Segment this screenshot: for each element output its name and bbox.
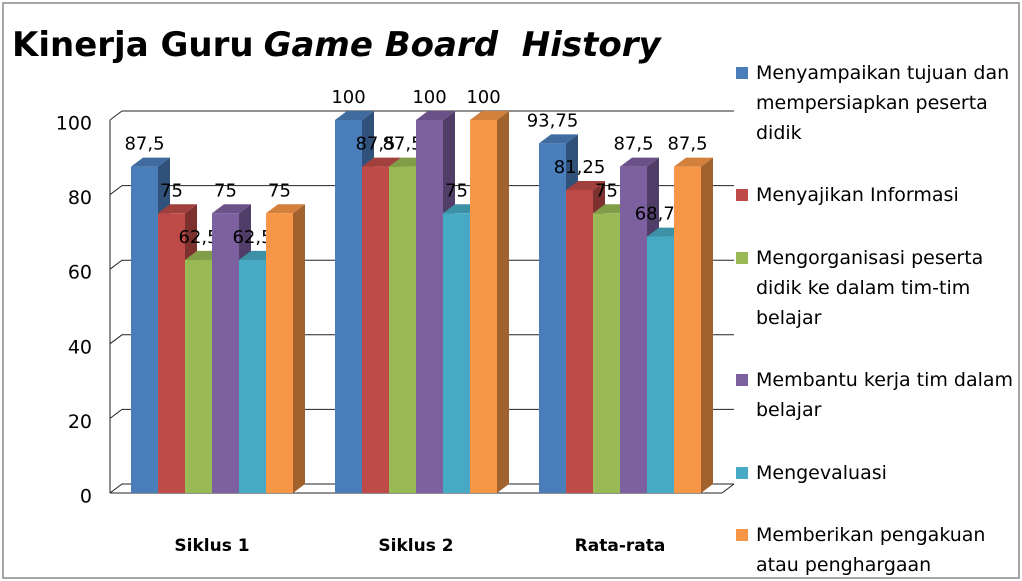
value-label: 100 (331, 87, 365, 108)
legend-swatch (736, 67, 748, 79)
legend-item: Memberikan pengakuan atau penghargaan (736, 520, 1018, 580)
value-label: 87,5 (382, 134, 422, 155)
value-label: 75 (268, 180, 291, 201)
value-label: 100 (466, 87, 500, 108)
chart-title: Kinerja Guru Game Board History (12, 25, 662, 65)
bar (470, 111, 509, 493)
legend-swatch (736, 374, 748, 387)
bar-front (131, 166, 158, 493)
legend-label: Mengorganisasi peserta didik ke dalam ti… (756, 246, 984, 329)
x-axis-depth (721, 483, 735, 494)
x-tick-label: Siklus 1 (174, 536, 249, 556)
bar-front (539, 143, 566, 493)
bar-top (335, 111, 374, 120)
bar-side (293, 204, 305, 493)
value-label: 100 (412, 87, 446, 108)
y-tick-label: 20 (68, 411, 92, 433)
bar-front (185, 259, 212, 493)
bar-top (416, 111, 455, 120)
bar-front (335, 120, 362, 493)
legend-item: Membantu kerja tim dalam belajar (736, 365, 1018, 425)
bar-front (620, 166, 647, 493)
value-label: 87,5 (355, 134, 395, 155)
bar-front (470, 120, 497, 493)
grid-line (109, 408, 734, 419)
legend-swatch (736, 528, 748, 541)
bar-top (212, 204, 251, 214)
bar-front (647, 236, 674, 493)
legend-label: Mengevaluasi (756, 461, 887, 484)
grid-line (109, 334, 734, 345)
title-plain: Kinerja Guru (12, 25, 254, 65)
grid-line (109, 110, 734, 121)
grid-line (109, 185, 734, 196)
y-tick-label: 60 (68, 262, 92, 284)
value-label: 87,5 (613, 134, 653, 155)
legend-item: Mengevaluasi (736, 458, 1018, 488)
grid-line (109, 259, 734, 270)
bar-side (701, 157, 713, 493)
legend-item: Menyampaikan tujuan dan mempersiapkan pe… (736, 58, 1018, 148)
value-label: 68,75 (635, 204, 687, 225)
bar-top (470, 111, 509, 120)
bar-top (266, 204, 305, 214)
y-tick-label: 80 (68, 187, 92, 209)
bar-top (539, 134, 578, 144)
bar-top (566, 180, 605, 190)
bar-top (674, 157, 713, 167)
bar-front (158, 213, 185, 493)
value-label: 62,5 (232, 227, 272, 248)
legend: Menyampaikan tujuan dan mempersiapkan pe… (736, 58, 1018, 580)
legend-item: Menyajikan Informasi (736, 180, 1018, 210)
legend-swatch (736, 466, 748, 479)
value-label: 75 (595, 180, 618, 201)
y-tick-label: 0 (80, 486, 92, 508)
value-label: 75 (214, 180, 237, 201)
bar-top (620, 157, 659, 167)
grid-line (109, 483, 734, 494)
bar (266, 204, 305, 493)
x-tick-label: Siklus 2 (378, 536, 453, 556)
bar (674, 157, 713, 493)
legend-label: Memberikan pengakuan atau penghargaan (756, 523, 986, 576)
bar-front (389, 166, 416, 493)
bar-front (266, 213, 293, 493)
value-label: 87,5 (667, 134, 707, 155)
x-tick-label: Rata-rata (575, 536, 666, 556)
bar-front (362, 166, 389, 493)
bar-front (593, 213, 620, 493)
bar-top (131, 157, 170, 167)
value-label: 87,5 (124, 134, 164, 155)
bar-front (416, 120, 443, 493)
bar-front (566, 189, 593, 493)
legend-label: Membantu kerja tim dalam belajar (756, 369, 1014, 422)
bar-front (443, 213, 470, 493)
bar-front (674, 166, 701, 493)
title-italic: Game Board History (264, 25, 663, 65)
bar-side (497, 111, 509, 493)
y-tick-label: 100 (56, 113, 92, 135)
value-label: 75 (445, 180, 468, 201)
legend-label: Menyajikan Informasi (756, 184, 959, 207)
bar-top (362, 157, 401, 167)
bar-top (158, 204, 197, 214)
legend-swatch (736, 189, 748, 202)
bar-front (212, 213, 239, 493)
value-label: 75 (160, 180, 183, 201)
legend-label: Menyampaikan tujuan dan mempersiapkan pe… (756, 62, 1010, 144)
bar-front (239, 259, 266, 493)
value-label: 93,75 (527, 110, 579, 131)
y-tick-label: 40 (68, 336, 92, 358)
value-label: 81,25 (554, 157, 606, 178)
legend-swatch (736, 251, 748, 264)
legend-item: Mengorganisasi peserta didik ke dalam ti… (736, 243, 1018, 333)
value-label: 62,5 (178, 227, 218, 248)
